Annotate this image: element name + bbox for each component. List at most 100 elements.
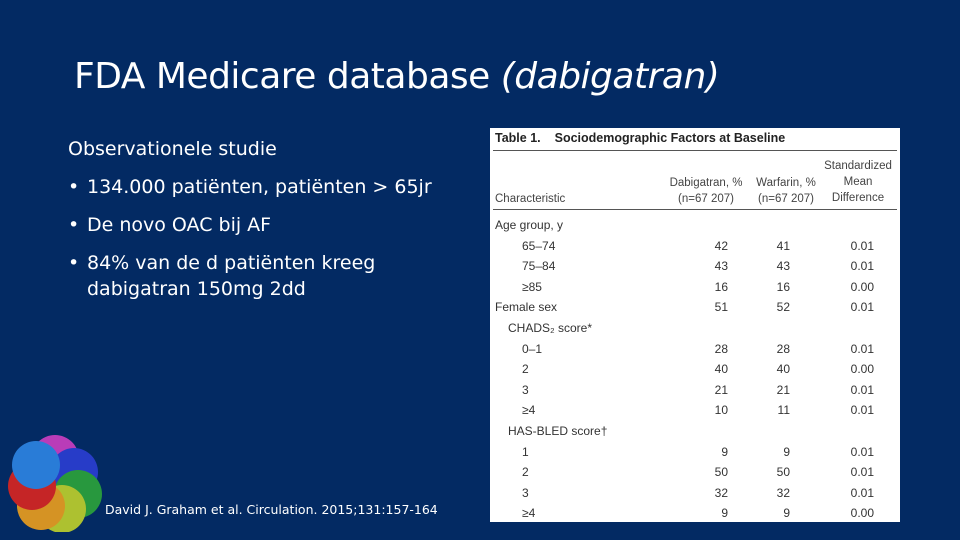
cell-warfarin: 16 [776,279,790,294]
body-heading: Observationele studie [68,138,277,160]
cell-warfarin: 11 [777,403,790,418]
table-row: Female sex 51 52 0.01 [490,297,900,317]
bullet-marker: • [68,176,80,198]
slide-body: Observationele studie • 134.000 patiënten… [68,138,468,314]
cell-warfarin: 32 [776,485,790,500]
table-row: 3 21 21 0.01 [490,380,900,400]
header-smd-line1: Standardized [824,160,892,172]
table-row: ≥4 10 11 0.01 [490,400,900,420]
cell-characteristic: 2 [522,465,529,480]
bullet-marker: • [68,214,80,236]
cell-characteristic: 1 [522,444,529,459]
bullet-marker: • [68,252,80,274]
table-top-rule [493,150,897,151]
cell-characteristic: 65–74 [522,238,556,253]
cell-smd: 0.01 [850,341,874,356]
cell-warfarin: 52 [776,300,790,315]
cell-characteristic: ≥4 [522,506,536,521]
cell-warfarin: 43 [776,259,790,274]
bullet-text: 134.000 patiënten, patiënten > 65jr [87,176,432,198]
table-row: CHADS₂ score* [490,318,900,338]
table-row: 75–84 43 43 0.01 [490,256,900,276]
cell-warfarin: 50 [776,465,790,480]
citation: David J. Graham et al. Circulation. 2015… [105,502,438,517]
header-warfarin-label: Warfarin, % [756,177,816,189]
header-smd: Standardized Mean Difference [818,158,898,206]
table-row: ≥85 16 16 0.00 [490,277,900,297]
cell-characteristic: Age group, y [495,218,564,232]
table-row: 65–74 42 41 0.01 [490,236,900,256]
cell-smd: 0.01 [850,444,874,459]
cell-dabigatran: 21 [714,382,728,397]
header-dabigatran-n: (n=67 207) [678,193,734,205]
table-row: ≥4 9 9 0.00 [490,503,900,522]
cell-characteristic: 75–84 [522,259,556,274]
cell-warfarin: 40 [776,362,790,377]
cell-smd: 0.01 [850,403,874,418]
cell-dabigatran: 51 [714,300,728,315]
table-header-rule [493,209,897,210]
table-row: 2 40 40 0.00 [490,359,900,379]
cell-characteristic: HAS-BLED score† [508,424,608,438]
cell-smd: 0.01 [850,238,874,253]
header-characteristic: Characteristic [495,193,566,205]
cell-dabigatran: 43 [714,259,728,274]
cell-smd: 0.00 [850,279,874,294]
slide-title: FDA Medicare database (dabigatran) [74,56,720,97]
cell-characteristic: 3 [522,485,529,500]
cell-warfarin: 9 [783,444,790,459]
cell-smd: 0.01 [850,259,874,274]
cell-smd: 0.00 [850,362,874,377]
cell-characteristic: 2 [522,362,529,377]
table-row: 0–1 28 28 0.01 [490,339,900,359]
table-row: Age group, y [490,215,900,235]
cell-characteristic: Female sex [495,300,558,315]
cell-smd: 0.01 [850,382,874,397]
header-warfarin-n: (n=67 207) [758,193,814,205]
cell-smd: 0.01 [850,485,874,500]
colored-circles-logo-icon [8,435,102,532]
bullet-list: • 134.000 patiënten, patiënten > 65jr • De… [68,174,468,302]
cell-smd: 0.01 [850,300,874,315]
slide-title-main: FDA Medicare database [74,56,490,97]
bullet-text: 84% van de d patiënten kreeg dabigatran … [87,252,376,300]
cell-characteristic: 0–1 [522,341,543,356]
cell-characteristic: ≥85 [522,279,542,294]
table-image: Table 1. Sociodemographic Factors at Base… [490,128,900,522]
table-title: Table 1. Sociodemographic Factors at Base… [495,131,785,145]
cell-characteristic: 3 [522,382,529,397]
slide-title-italic: (dabigatran) [500,56,720,97]
header-smd-line2: Mean [843,176,873,188]
bullet-item: • 84% van de d patiënten kreeg dabigatran… [68,250,468,302]
cell-dabigatran: 50 [714,465,728,480]
cell-dabigatran: 9 [721,506,728,521]
table-row: 3 32 32 0.01 [490,483,900,503]
bullet-item: • De novo OAC bij AF [68,212,468,238]
table-row: 1 9 9 0.01 [490,442,900,462]
cell-dabigatran: 32 [714,485,728,500]
table-row: HAS-BLED score† [490,421,900,441]
cell-dabigatran: 42 [714,238,728,253]
header-warfarin: Warfarin, % (n=67 207) [746,175,826,207]
cell-warfarin: 28 [776,341,790,356]
table-row: 2 50 50 0.01 [490,462,900,482]
cell-smd: 0.00 [850,506,874,521]
table-label: Table 1. [495,131,541,145]
cell-warfarin: 21 [776,382,790,397]
cell-dabigatran: 28 [714,341,728,356]
cell-dabigatran: 16 [714,279,728,294]
cell-smd: 0.01 [850,465,874,480]
bullet-text: De novo OAC bij AF [87,214,272,236]
cell-warfarin: 9 [783,506,790,521]
cell-dabigatran: 9 [721,444,728,459]
cell-characteristic: CHADS₂ score* [508,321,593,335]
bullet-item: • 134.000 patiënten, patiënten > 65jr [68,174,468,200]
cell-dabigatran: 10 [714,403,728,418]
cell-warfarin: 41 [776,238,790,253]
cell-dabigatran: 40 [714,362,728,377]
header-smd-line3: Difference [831,192,885,204]
cell-characteristic: ≥4 [522,403,536,418]
header-dabigatran: Dabigatran, % (n=67 207) [660,175,752,207]
header-dabigatran-label: Dabigatran, % [669,177,743,189]
table-caption: Sociodemographic Factors at Baseline [554,131,786,145]
